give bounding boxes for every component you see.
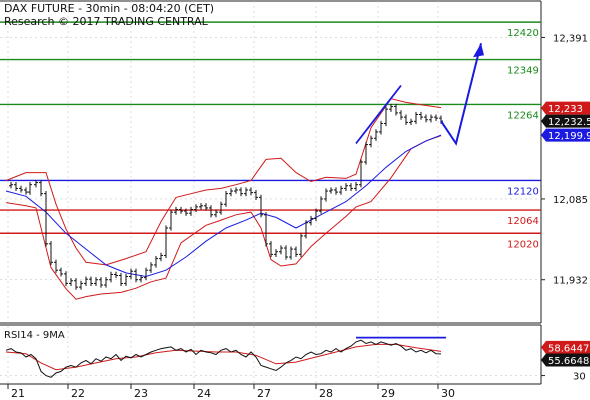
level-label: 12264 — [507, 110, 539, 121]
y-tick-label: 11,932 — [553, 276, 588, 287]
level-label: 12349 — [507, 66, 539, 77]
x-tick-label: 27 — [257, 387, 271, 400]
x-tick-label: 24 — [197, 387, 211, 400]
rsi-tag: 58.6447 — [548, 343, 589, 354]
y-tick-label: 12,085 — [553, 195, 588, 206]
x-tick-label: 28 — [319, 387, 333, 400]
rsi-tag-bg — [541, 340, 590, 354]
bollinger-upper-line — [5, 98, 442, 266]
rsi-ma-line — [5, 343, 442, 371]
price-tag-bg — [541, 114, 590, 128]
rsi-series — [5, 336, 446, 378]
level-label: 12120 — [507, 186, 539, 197]
rsi-tag-bg — [541, 353, 590, 367]
price-tag: 12,233 — [548, 104, 583, 115]
x-tick-label: 21 — [11, 387, 25, 400]
x-tick-label: 30 — [441, 387, 455, 400]
price-tag: 12,199.9 — [548, 131, 590, 142]
price-levels: 12420 12349 12264 12120 12064 12020 — [0, 21, 541, 250]
price-tag: 12,232.5 — [548, 117, 590, 128]
moving-average-line — [5, 134, 442, 278]
price-tag-bg — [541, 101, 590, 115]
rsi-panel-title: RSI14 - 9MA — [4, 330, 65, 341]
level-label: 12420 — [507, 28, 539, 39]
level-label: 12020 — [507, 239, 539, 250]
rsi-line — [5, 339, 442, 378]
price-series — [5, 42, 484, 300]
forecast-arrow-line — [440, 42, 482, 146]
forecast-arrow-head — [473, 43, 484, 58]
x-tick-label: 22 — [71, 387, 85, 400]
x-tick-label: 23 — [134, 387, 148, 400]
chart-title: DAX FUTURE - 30min - 08:04:20 (CET) — [4, 2, 214, 15]
y-tick-label: 12,391 — [553, 33, 588, 44]
rsi-tag: 55.6648 — [548, 356, 589, 367]
axis-ticks: 12,391 12,085 11,932 21 22 23 24 27 28 29 30 30 — [7, 33, 588, 400]
level-label: 12064 — [507, 216, 539, 227]
price-tags: 12,233 12,232.5 12,199.9 58.6447 55.6648 — [541, 101, 590, 367]
chart-credit: Research © 2017 TRADING CENTRAL — [4, 15, 209, 28]
bollinger-lower-line — [5, 135, 442, 300]
price-tag-bg — [541, 128, 590, 142]
x-tick-label: 29 — [381, 387, 395, 400]
trend-line — [355, 84, 402, 145]
rsi-tick-label: 30 — [573, 372, 586, 383]
